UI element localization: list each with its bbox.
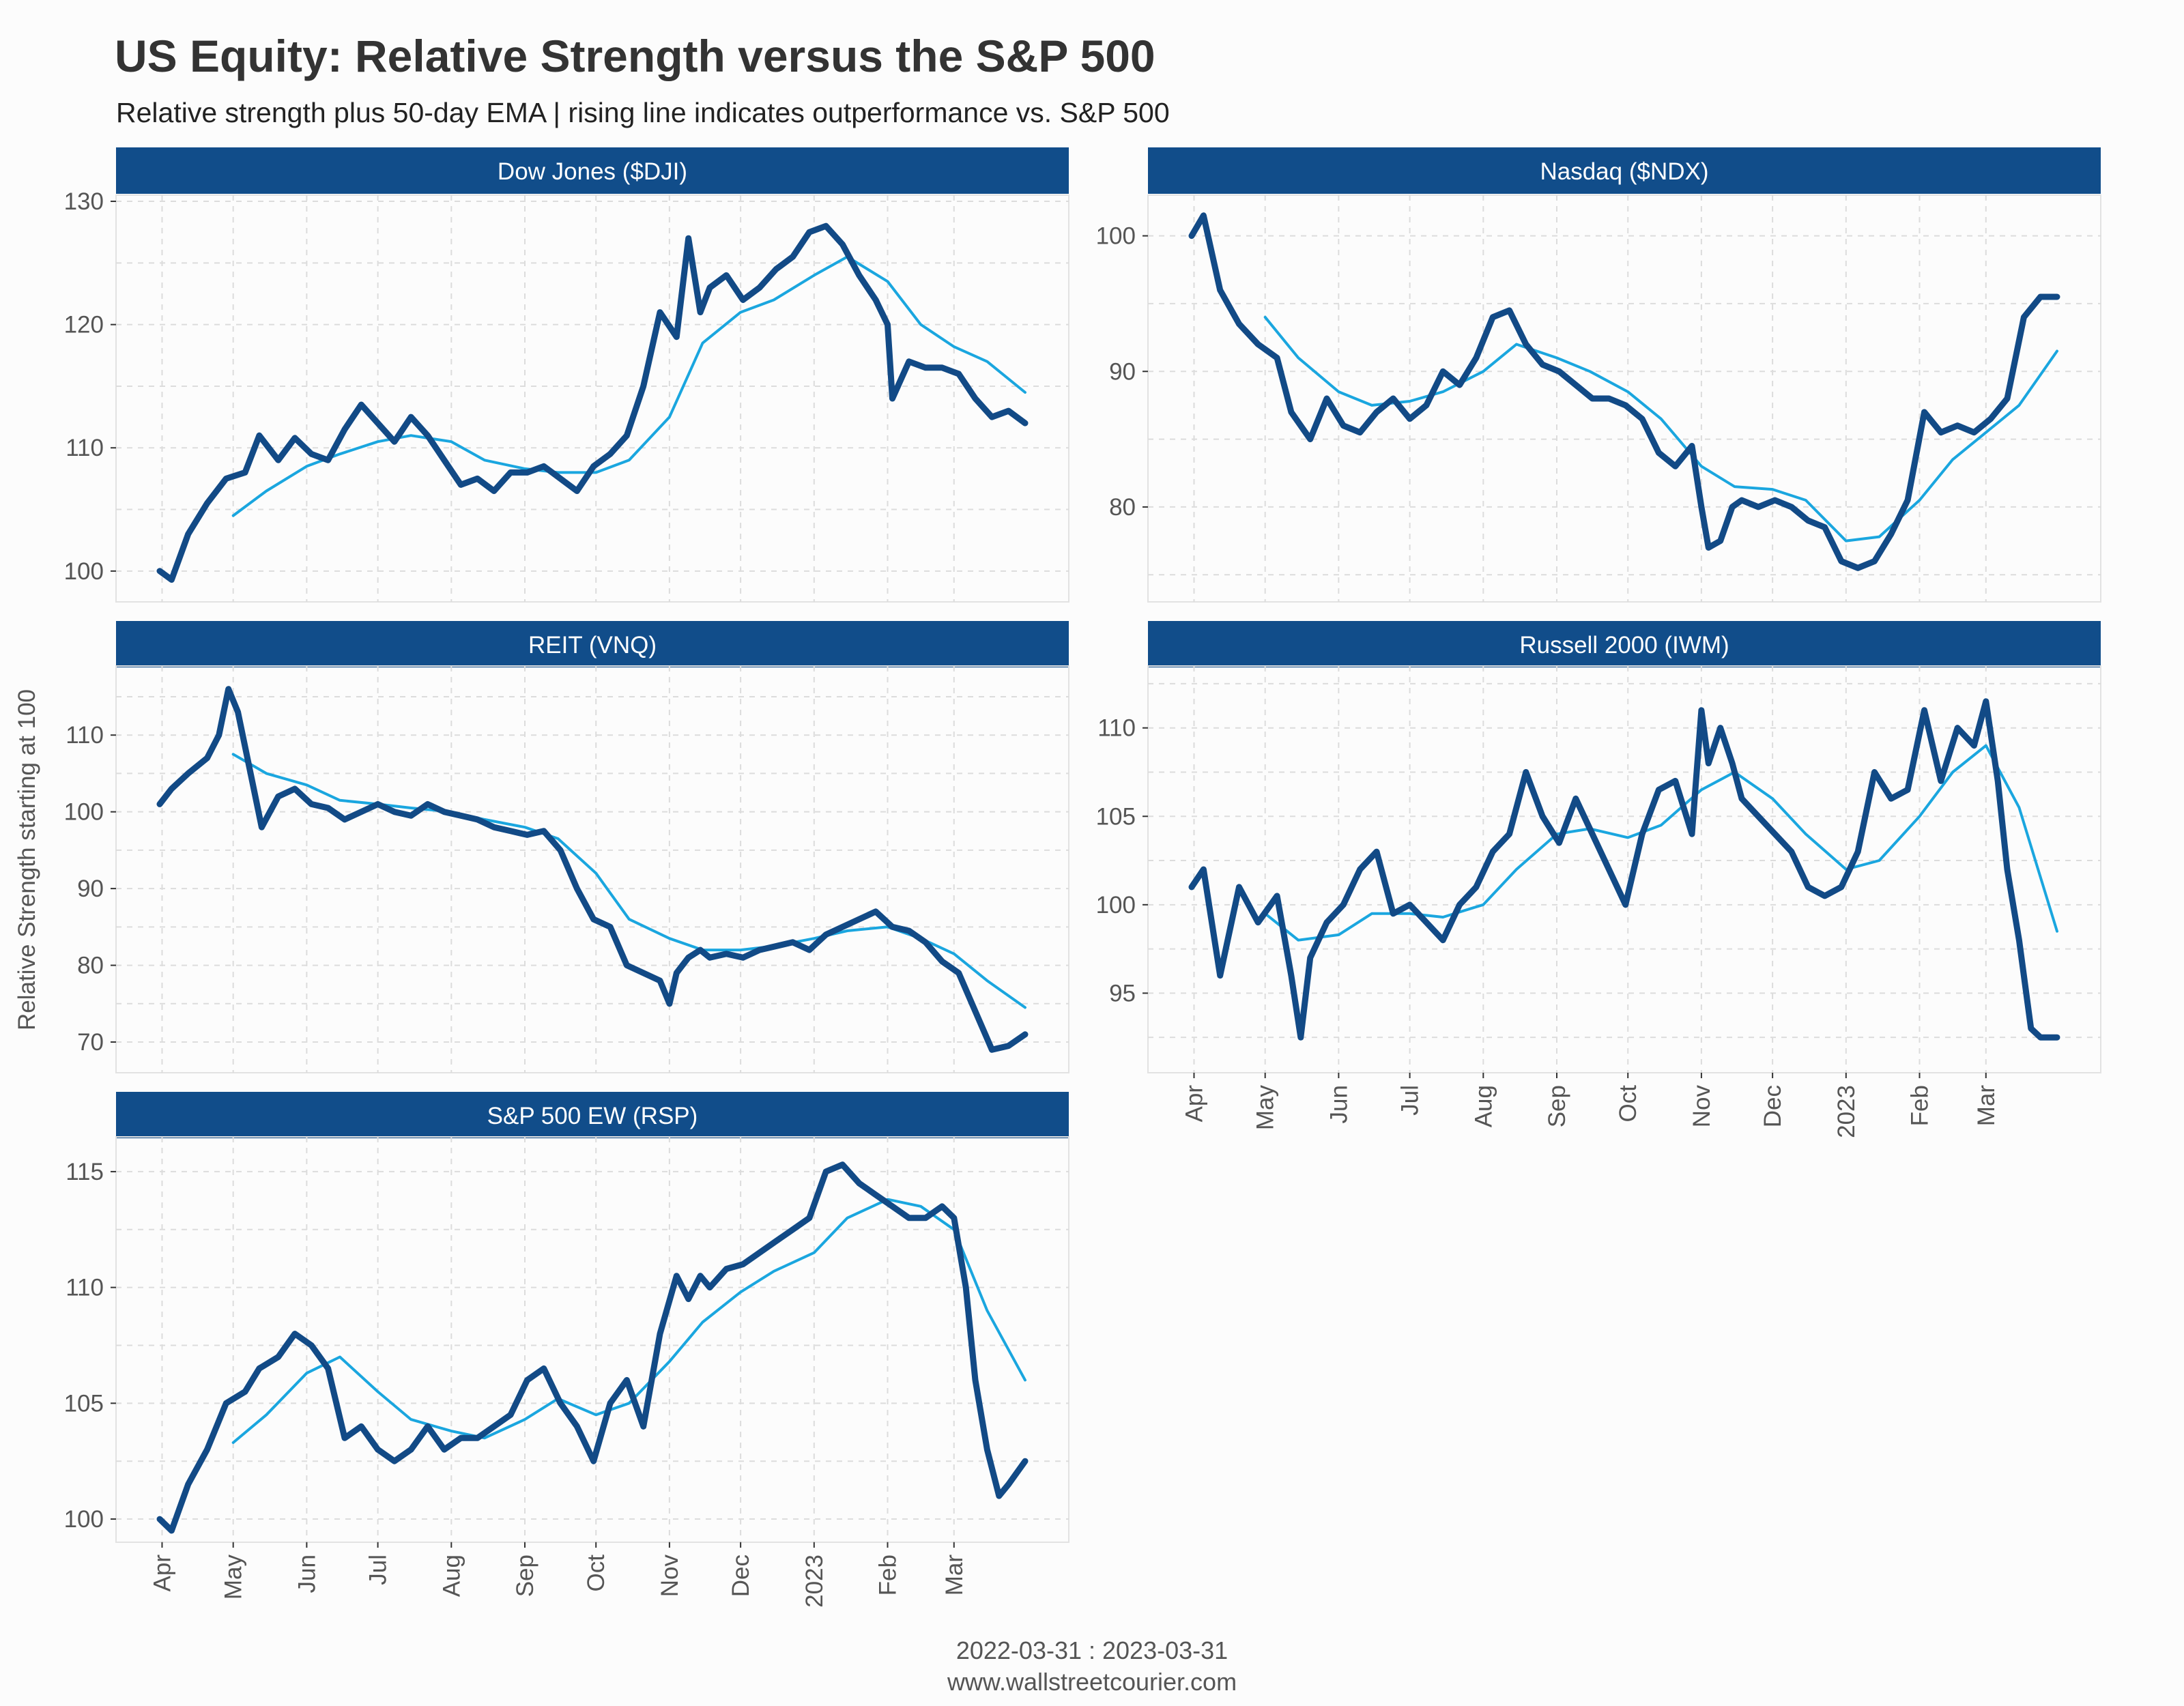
- y-tick-label: 110: [66, 1275, 104, 1301]
- panel-title: S&P 500 EW (RSP): [487, 1103, 698, 1129]
- x-tick-label: Aug: [438, 1555, 465, 1597]
- relative-strength-line: [156, 222, 1029, 583]
- x-tick-label: Dec: [1759, 1085, 1786, 1127]
- x-tick-label: 2023: [801, 1555, 828, 1608]
- x-tick-label: Sep: [512, 1555, 538, 1597]
- x-tick-label: Apr: [149, 1555, 175, 1592]
- x-tick-label: Mar: [1973, 1085, 2000, 1127]
- x-tick-label: Nov: [1689, 1085, 1715, 1128]
- panel-strip: [116, 1092, 1069, 1138]
- x-tick-label: Feb: [1907, 1085, 1934, 1126]
- y-tick-label: 100: [1096, 223, 1136, 250]
- y-tick-label: 90: [77, 876, 104, 902]
- relative-strength-line: [1188, 212, 2060, 571]
- x-tick-label: Nov: [657, 1555, 683, 1597]
- y-tick-label: 105: [64, 1390, 104, 1417]
- y-tick-label: 110: [66, 435, 104, 461]
- panel-title: Dow Jones ($DJI): [498, 158, 687, 185]
- x-tick-label: Apr: [1181, 1085, 1207, 1123]
- chart-subtitle: Relative strength plus 50-day EMA | risi…: [116, 97, 1170, 128]
- panel-border: [1147, 194, 2101, 603]
- panel-title: Russell 2000 (IWM): [1519, 632, 1729, 659]
- panel-title: REIT (VNQ): [528, 632, 657, 659]
- y-tick-label: 115: [66, 1159, 104, 1185]
- chart-title: US Equity: Relative Strength versus the …: [115, 31, 1155, 81]
- relative-strength-line: [1188, 698, 2060, 1041]
- x-tick-label: May: [220, 1555, 247, 1600]
- panel-strip: [116, 147, 1069, 194]
- footer-date-range: 2022-03-31 : 2023-03-31: [956, 1636, 1228, 1664]
- panel-strip: [1148, 147, 2101, 194]
- y-tick-label: 90: [1109, 358, 1136, 385]
- y-tick-label: 80: [1109, 494, 1136, 521]
- y-tick-label: 80: [77, 953, 104, 979]
- x-tick-label: Jul: [365, 1555, 392, 1585]
- relative-strength-line: [156, 686, 1029, 1053]
- relative-strength-line: [156, 1161, 1029, 1534]
- y-tick-label: 110: [1097, 715, 1136, 742]
- x-tick-label: Jul: [1397, 1085, 1424, 1116]
- y-tick-label: 100: [64, 1506, 104, 1533]
- panel-1: Dow Jones ($DJI) 100 110 120 130: [64, 147, 1069, 603]
- y-tick-label: 95: [1109, 980, 1136, 1007]
- panel-5: S&P 500 EW (RSP) 100 105 110 115 Apr May Jun Jul…: [64, 1092, 1069, 1608]
- y-tick-label: 100: [64, 558, 104, 585]
- x-tick-label: Sep: [1544, 1085, 1570, 1127]
- y-tick-label: 100: [1096, 892, 1136, 919]
- footer-website: www.wallstreetcourier.com: [947, 1668, 1237, 1696]
- panel-2: Nasdaq ($NDX) 80 90 100: [1096, 147, 2101, 603]
- x-tick-label: Jun: [1325, 1085, 1352, 1123]
- x-tick-label: Oct: [583, 1555, 609, 1592]
- x-tick-label: Dec: [728, 1555, 754, 1597]
- y-tick-label: 105: [1096, 803, 1136, 830]
- panel-4: Russell 2000 (IWM) 95 100 105 110 Apr May Jun Ju…: [1096, 621, 2101, 1138]
- y-tick-label: 120: [64, 312, 104, 338]
- panel-border: [115, 194, 1069, 603]
- panel-border: [115, 665, 1069, 1073]
- panel-strip: [116, 621, 1069, 667]
- y-tick-label: 110: [66, 722, 104, 749]
- y-tick-label: 100: [64, 799, 104, 826]
- panel-border: [115, 1136, 1069, 1543]
- ema-line: [231, 255, 1026, 517]
- x-tick-label: Oct: [1615, 1085, 1641, 1123]
- panel-3: REIT (VNQ) 70 80 90 100 110: [64, 621, 1069, 1073]
- x-tick-label: Aug: [1470, 1085, 1497, 1127]
- ema-line: [231, 1198, 1026, 1444]
- panel-title: Nasdaq ($NDX): [1540, 158, 1708, 185]
- x-tick-label: May: [1252, 1085, 1279, 1131]
- panel-border: [1147, 665, 2101, 1073]
- x-tick-label: Jun: [293, 1555, 320, 1593]
- x-tick-label: 2023: [1833, 1085, 1860, 1138]
- x-tick-label: Mar: [941, 1555, 968, 1596]
- panel-strip: [1148, 621, 2101, 667]
- y-tick-label: 70: [77, 1029, 104, 1056]
- y-tick-label: 130: [64, 188, 104, 215]
- x-tick-label: Feb: [875, 1555, 902, 1595]
